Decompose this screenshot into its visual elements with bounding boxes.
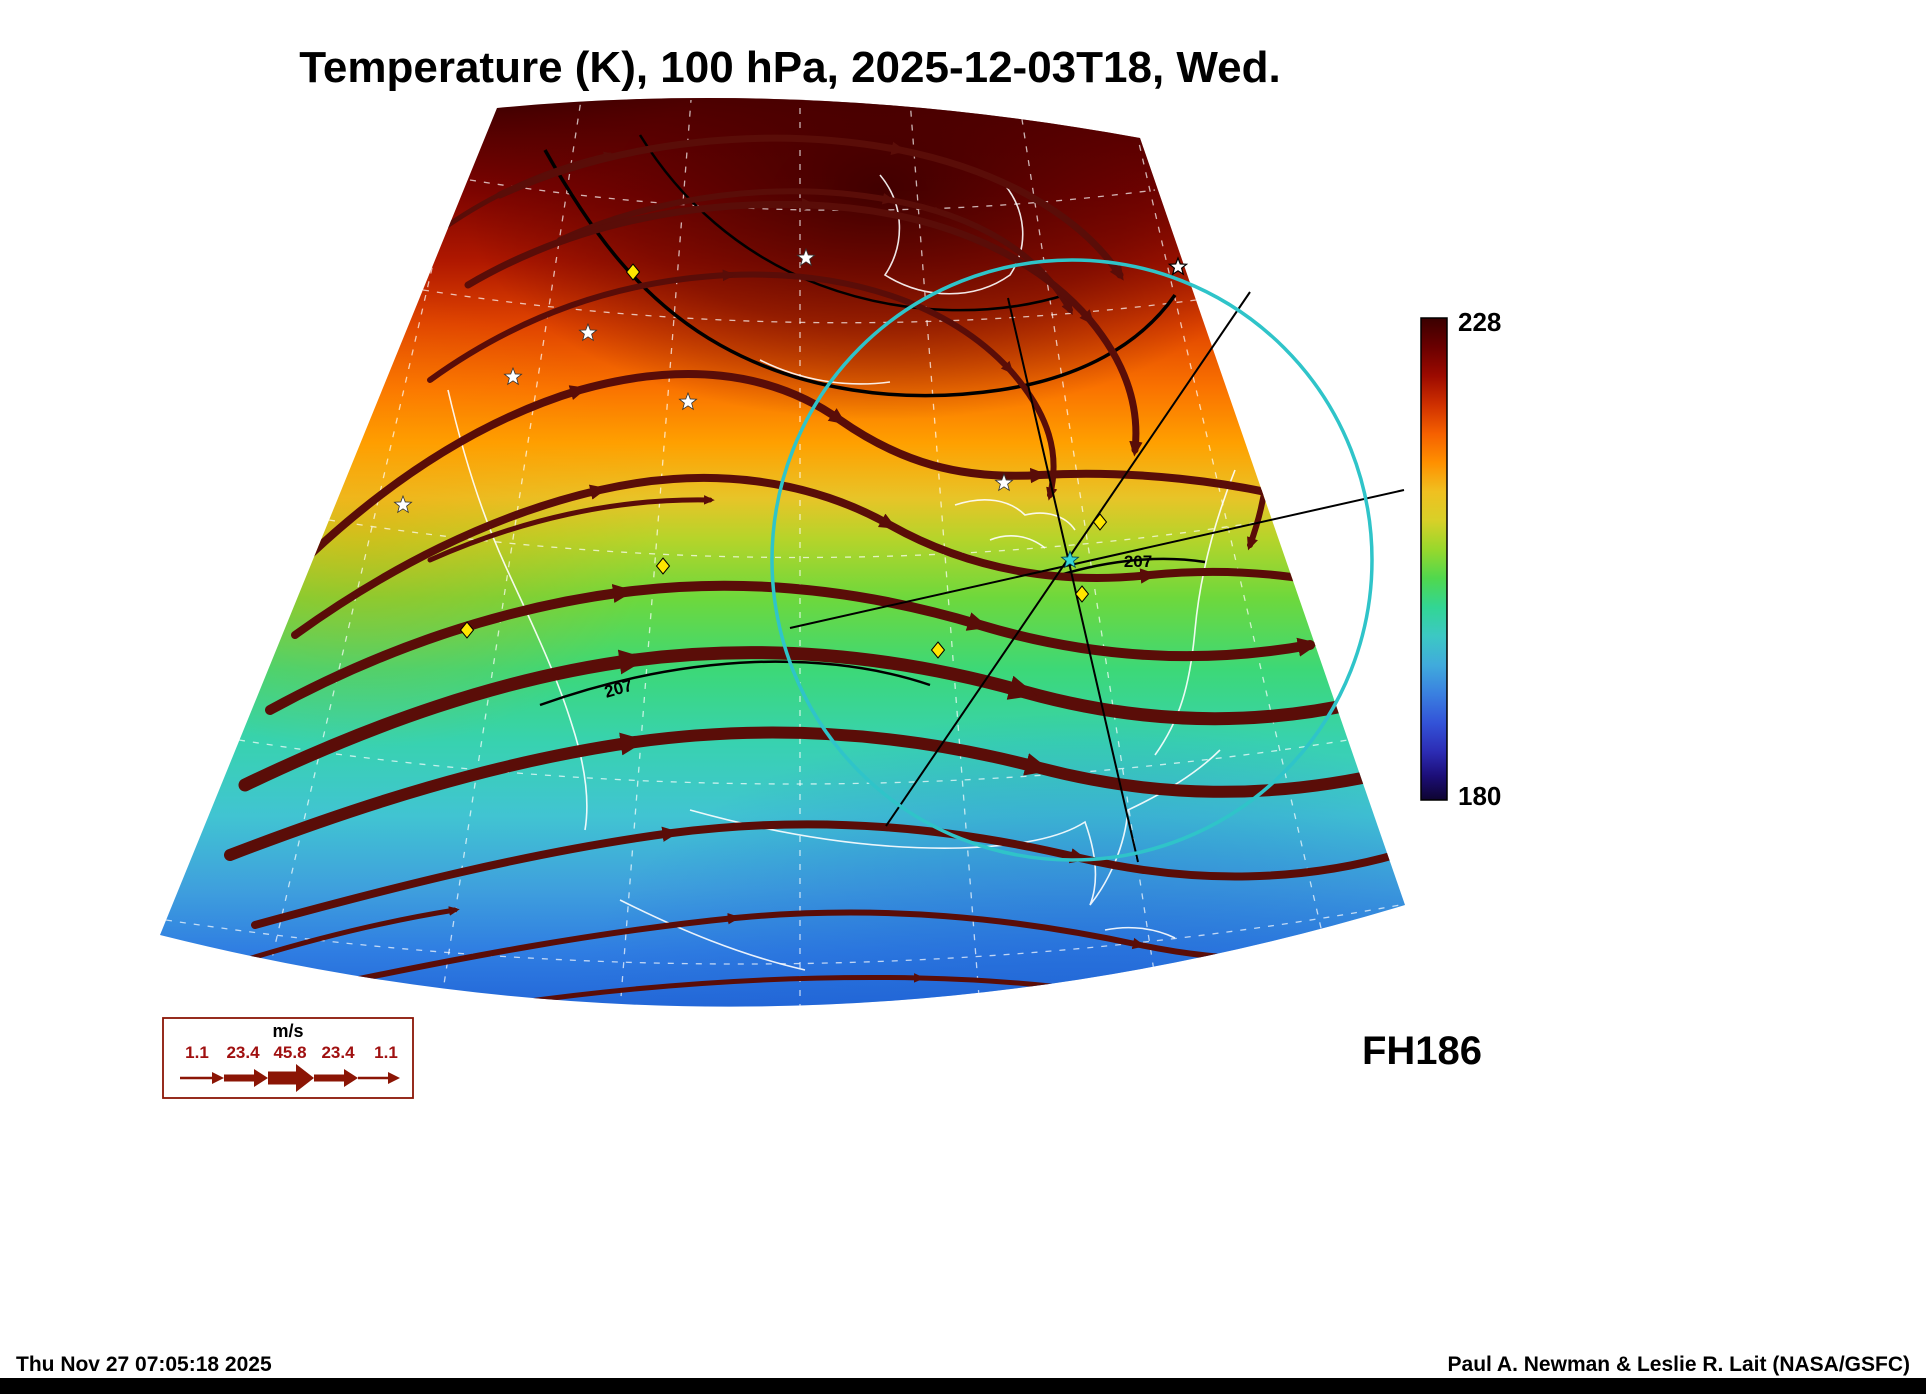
wind-legend-value: 45.8 [273, 1043, 306, 1062]
coastline-mexico [619, 899, 806, 971]
streamline [427, 495, 715, 563]
wind-legend-units: m/s [272, 1021, 303, 1041]
arrow-head-icon [344, 1069, 358, 1087]
meridian-line [259, 99, 472, 1007]
arrow-head-icon [212, 1072, 224, 1084]
range-ring-circle [770, 258, 1374, 862]
parallel-line [165, 904, 1401, 965]
streamline-jet [238, 646, 1383, 792]
meridian-line [619, 99, 692, 1007]
bottom-bar [0, 1378, 1926, 1394]
streamline [242, 906, 460, 963]
streamline [291, 473, 1405, 639]
wind-legend-value: 23.4 [321, 1043, 355, 1062]
cold-pool-blob [560, 710, 1405, 1007]
contour-label: 207 [1124, 552, 1152, 571]
credit: Paul A. Newman & Leslie R. Lait (NASA/GS… [1448, 1353, 1910, 1376]
arrow-shaft [268, 1071, 296, 1085]
forecast-hour-label: FH186 [1362, 1029, 1482, 1073]
timestamp: Thu Nov 27 07:05:18 2025 [16, 1353, 272, 1376]
streamline [464, 197, 1143, 457]
wind-legend-value: 23.4 [226, 1043, 260, 1062]
arrow-head-icon [388, 1072, 400, 1084]
wind-legend-box [162, 1017, 414, 1099]
arrow-shaft [314, 1074, 344, 1082]
page-title: Temperature (K), 100 hPa, 2025-12-03T18,… [299, 43, 1280, 92]
arrow-head-icon [254, 1069, 268, 1087]
streamline [306, 370, 1328, 559]
arrow-shaft [180, 1076, 212, 1080]
wind-legend: m/s 1.1 23.4 45.8 23.4 1.1 [162, 1017, 414, 1099]
wind-legend-value: 1.1 [185, 1043, 209, 1062]
coastline-pacific [447, 389, 588, 831]
temperature-map: 207 207 [160, 98, 1405, 1007]
colorbar-gradient [1420, 317, 1448, 801]
wind-legend-value: 1.1 [374, 1043, 398, 1062]
range-ring-overlay [770, 258, 1405, 863]
arrow-shaft [358, 1076, 388, 1080]
warm-left-blob [160, 290, 660, 750]
bearing-line [789, 489, 1405, 629]
colorbar-max-label: 228 [1458, 307, 1501, 337]
arrow-shaft [224, 1074, 254, 1082]
colorbar-min-label: 180 [1458, 781, 1501, 811]
bearing-line [1007, 297, 1139, 863]
arrow-head-icon [296, 1064, 314, 1092]
colorbar: 228 180 [1420, 307, 1501, 811]
streamline [251, 820, 1405, 929]
wind-legend-arrows [180, 1064, 400, 1092]
